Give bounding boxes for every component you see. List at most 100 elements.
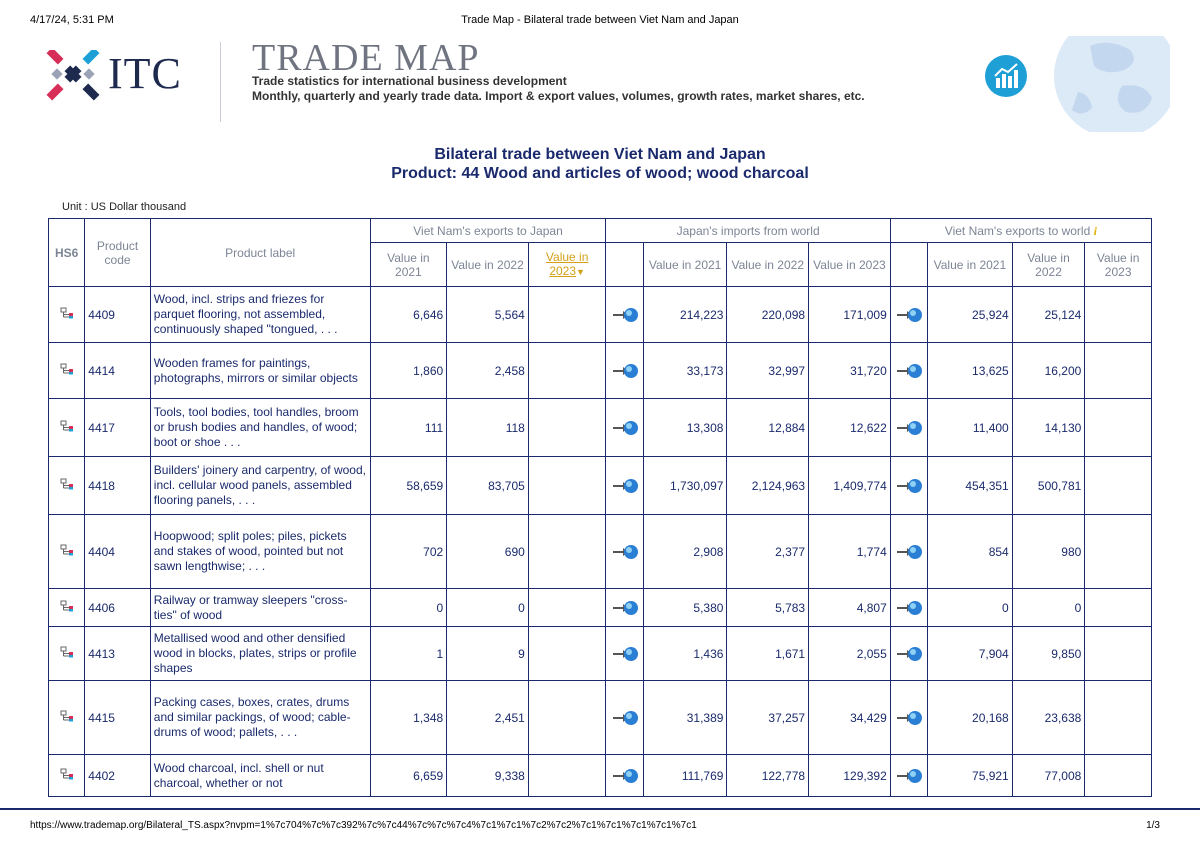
value-cell-a22: 9,338 [446, 754, 529, 797]
value-cell-a23 [527, 342, 607, 399]
mirror-arrow-globe-icon[interactable] [605, 680, 644, 755]
product-label-cell: Railway or tramway sleepers "cross-ties"… [149, 588, 371, 627]
header-c-2022[interactable]: Value in 2022 [1011, 242, 1086, 287]
trademap-title[interactable]: TRADE MAP [252, 37, 480, 79]
header-b-2023[interactable]: Value in 2023 [808, 242, 891, 287]
header-a-2022[interactable]: Value in 2022 [446, 242, 529, 287]
product-code-cell[interactable]: 4409 [84, 286, 151, 343]
stats-badge-icon [985, 55, 1027, 97]
print-footer: https://www.trademap.org/Bilateral_TS.as… [0, 808, 1200, 850]
mirror-arrow-globe-icon[interactable] [889, 286, 929, 343]
mirror-arrow-globe-icon[interactable] [889, 680, 929, 755]
mirror-arrow-globe-icon[interactable] [889, 588, 929, 627]
mirror-arrow-globe-icon[interactable] [605, 286, 644, 343]
hs6-tree-icon[interactable] [47, 680, 86, 755]
product-code-cell[interactable]: 4414 [84, 342, 151, 399]
mirror-arrow-globe-icon[interactable] [605, 456, 644, 515]
header-mirror-gap-1 [605, 242, 644, 287]
value-cell-c23 [1084, 626, 1152, 681]
value-cell-a23 [527, 588, 607, 627]
product-label-cell: Wood charcoal, incl. shell or nut charco… [149, 754, 371, 797]
hs6-tree-icon[interactable] [47, 342, 86, 399]
mirror-arrow-globe-icon[interactable] [605, 398, 644, 457]
header-a-2023[interactable]: Value in 2023▼ [527, 242, 607, 287]
mirror-arrow-globe-icon[interactable] [605, 626, 644, 681]
report-title-line: Bilateral trade between Viet Nam and Jap… [434, 146, 766, 163]
product-code-cell[interactable]: 4406 [84, 588, 151, 627]
mirror-arrow-globe-icon[interactable] [889, 626, 929, 681]
value-cell-b22: 2,377 [726, 514, 810, 589]
table-row[interactable]: 4415 Packing cases, boxes, crates, drums … [47, 680, 1152, 755]
value-cell-a22: 690 [446, 514, 529, 589]
value-cell-c23 [1084, 588, 1152, 627]
mirror-arrow-globe-icon[interactable] [889, 342, 929, 399]
table-row[interactable]: 4406 Railway or tramway sleepers "cross-t… [47, 588, 1152, 627]
value-cell-a21: 6,659 [369, 754, 448, 797]
product-code-cell[interactable]: 4404 [84, 514, 151, 589]
table-row[interactable]: 4402 Wood charcoal, incl. shell or nut ch… [47, 754, 1152, 797]
hs6-tree-icon[interactable] [47, 588, 86, 627]
sort-down-icon[interactable]: ▼ [576, 267, 585, 277]
mirror-arrow-globe-icon[interactable] [889, 754, 929, 797]
table-row[interactable]: 4409 Wood, incl. strips and friezes for p… [47, 286, 1152, 343]
mirror-arrow-globe-icon[interactable] [889, 398, 929, 457]
value-cell-b21: 33,173 [642, 342, 728, 399]
value-cell-b23: 31,720 [808, 342, 891, 399]
mirror-arrow-globe-icon[interactable] [605, 588, 644, 627]
header-b-2022[interactable]: Value in 2022 [726, 242, 810, 287]
value-cell-c21: 854 [927, 514, 1013, 589]
value-cell-b21: 214,223 [642, 286, 728, 343]
table-row[interactable]: 4414 Wooden frames for paintings, photogr… [47, 342, 1152, 399]
header-c-2023[interactable]: Value in 2023 [1084, 242, 1152, 287]
value-cell-c23 [1084, 514, 1152, 589]
product-code-cell[interactable]: 4413 [84, 626, 151, 681]
header-c-2021[interactable]: Value in 2021 [927, 242, 1013, 287]
info-icon[interactable]: i [1093, 223, 1097, 238]
product-code-cell[interactable]: 4418 [84, 456, 151, 515]
footer-url[interactable]: https://www.trademap.org/Bilateral_TS.as… [30, 820, 697, 831]
hs6-tree-icon[interactable] [47, 754, 86, 797]
header-a-2021[interactable]: Value in 2021 [369, 242, 448, 287]
value-cell-b22: 220,098 [726, 286, 810, 343]
table-row[interactable]: 4418 Builders' joinery and carpentry, of … [47, 456, 1152, 515]
mirror-arrow-globe-icon[interactable] [605, 514, 644, 589]
itc-logo-icon[interactable] [45, 50, 101, 106]
value-cell-a21: 1,860 [369, 342, 448, 399]
value-cell-a23 [527, 626, 607, 681]
table-row[interactable]: 4417 Tools, tool bodies, tool handles, br… [47, 398, 1152, 457]
hs6-tree-icon[interactable] [47, 456, 86, 515]
value-cell-a22: 9 [446, 626, 529, 681]
header-vn-exports-to-japan: Viet Nam's exports to Japan [369, 218, 607, 243]
value-cell-c23 [1084, 680, 1152, 755]
print-title: Trade Map - Bilateral trade between Viet… [461, 14, 739, 26]
hs6-tree-icon[interactable] [47, 626, 86, 681]
table-row[interactable]: 4404 Hoopwood; split poles; piles, picket… [47, 514, 1152, 589]
header-b-2021[interactable]: Value in 2021 [642, 242, 728, 287]
value-cell-a23 [527, 754, 607, 797]
product-label-cell: Hoopwood; split poles; piles, pickets an… [149, 514, 371, 589]
value-cell-c22: 0 [1011, 588, 1086, 627]
hs6-tree-icon[interactable] [47, 398, 86, 457]
value-cell-c22: 23,638 [1011, 680, 1086, 755]
mirror-arrow-globe-icon[interactable] [889, 514, 929, 589]
hs6-tree-icon[interactable] [47, 514, 86, 589]
value-cell-c23 [1084, 754, 1152, 797]
value-cell-b23: 4,807 [808, 588, 891, 627]
value-cell-b23: 1,774 [808, 514, 891, 589]
value-cell-c22: 500,781 [1011, 456, 1086, 515]
table-body: 4409 Wood, incl. strips and friezes for p… [47, 286, 1152, 797]
mirror-arrow-globe-icon[interactable] [605, 342, 644, 399]
value-cell-b23: 2,055 [808, 626, 891, 681]
table-row[interactable]: 4413 Metallised wood and other densified … [47, 626, 1152, 681]
mirror-arrow-globe-icon[interactable] [889, 456, 929, 515]
product-code-cell[interactable]: 4415 [84, 680, 151, 755]
sort-column-2023-link[interactable]: Value in 2023 [545, 250, 589, 278]
hs6-tree-icon[interactable] [47, 286, 86, 343]
value-cell-c21: 13,625 [927, 342, 1013, 399]
product-code-cell[interactable]: 4417 [84, 398, 151, 457]
value-cell-c21: 20,168 [927, 680, 1013, 755]
product-code-cell[interactable]: 4402 [84, 754, 151, 797]
itc-wordmark[interactable]: ITC [108, 49, 182, 98]
mirror-arrow-globe-icon[interactable] [605, 754, 644, 797]
report-product-line: Product: 44 Wood and articles of wood; w… [391, 165, 809, 182]
